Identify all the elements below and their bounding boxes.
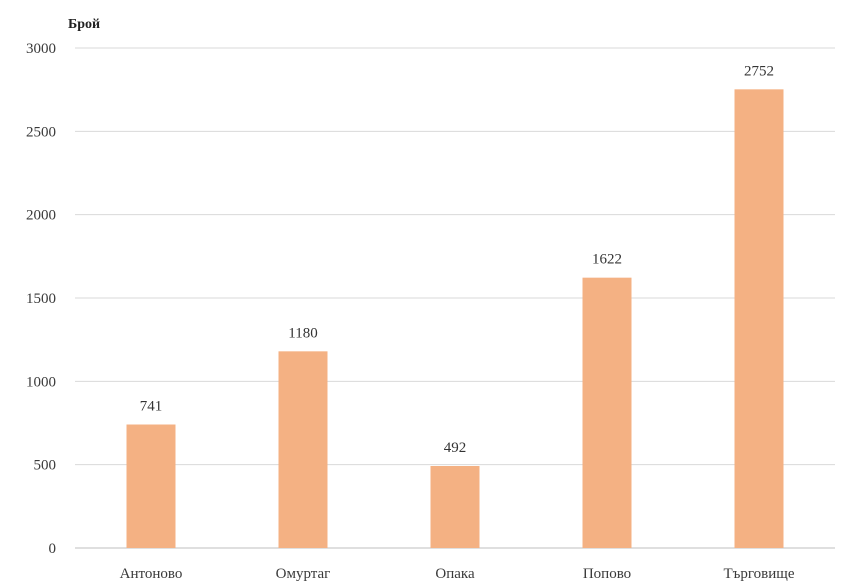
data-label: 741 xyxy=(140,399,163,415)
x-tick-label: Омуртаг xyxy=(276,566,331,582)
x-tick-label: Опака xyxy=(435,566,475,582)
y-tick-label: 2000 xyxy=(26,208,56,224)
y-axis-ticks: 0 500 1000 1500 2000 2500 3000 xyxy=(26,41,56,557)
y-tick-label: 500 xyxy=(34,458,57,474)
data-labels: 741 1180 492 1622 2752 xyxy=(140,63,774,456)
y-tick-label: 1000 xyxy=(26,374,56,390)
data-label: 2752 xyxy=(744,63,774,79)
x-axis-labels: Антоново Омуртаг Опака Попово Търговище xyxy=(120,566,795,582)
x-tick-label: Попово xyxy=(583,566,631,582)
data-label: 1180 xyxy=(288,325,317,341)
bar-5 xyxy=(734,89,784,548)
data-label: 492 xyxy=(444,440,467,456)
y-tick-label: 2500 xyxy=(26,124,56,140)
bars xyxy=(126,89,784,548)
y-tick-label: 1500 xyxy=(26,291,56,307)
bar-3 xyxy=(430,466,480,548)
x-tick-label: Търговище xyxy=(723,566,794,582)
y-axis-label: Брой xyxy=(68,17,100,32)
bar-4 xyxy=(582,277,632,548)
gridlines xyxy=(75,47,835,549)
bar-1 xyxy=(126,424,176,548)
data-label: 1622 xyxy=(592,252,622,268)
x-tick-label: Антоново xyxy=(120,566,183,582)
y-tick-label: 3000 xyxy=(26,41,56,57)
bar-2 xyxy=(278,351,328,548)
y-tick-label: 0 xyxy=(49,541,57,557)
